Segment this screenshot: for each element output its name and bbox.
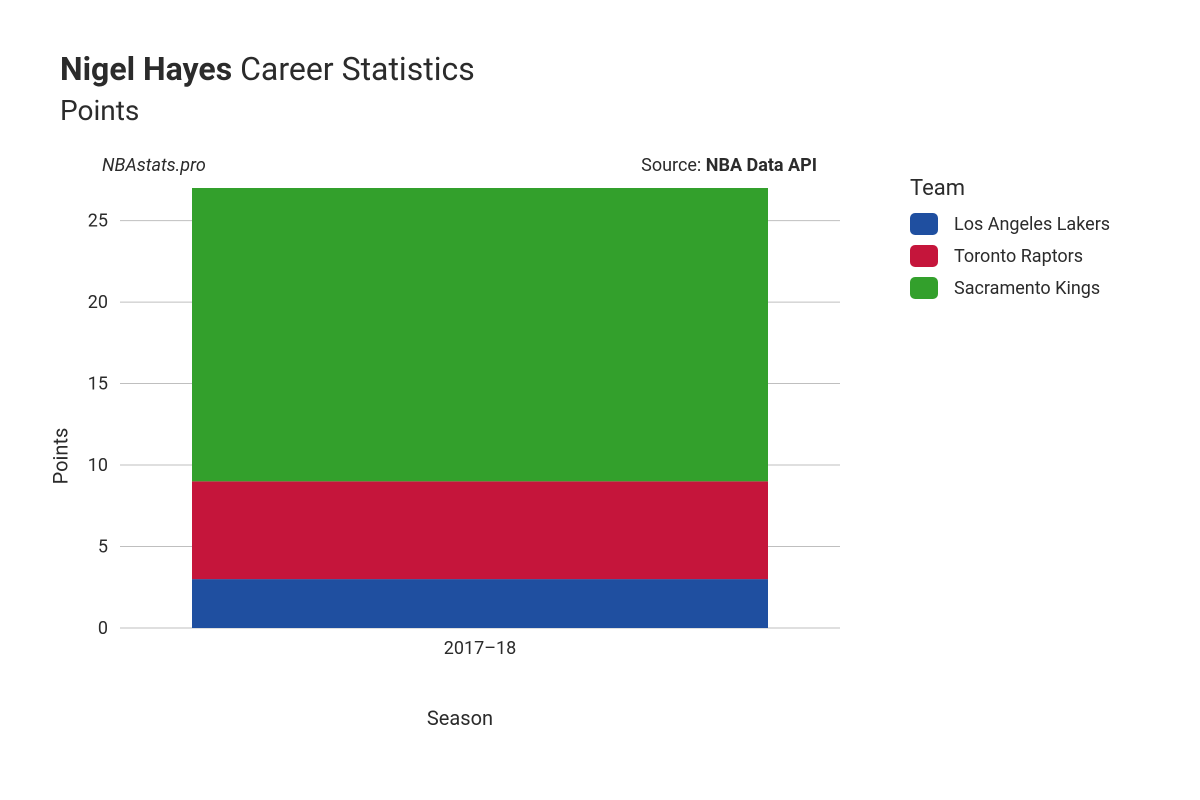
y-tick-label: 10 <box>88 455 108 476</box>
y-tick-label: 15 <box>88 374 108 395</box>
title-player-name: Nigel Hayes <box>60 50 232 88</box>
legend-title: Team <box>910 176 1110 201</box>
y-tick-label: 25 <box>88 211 108 232</box>
bar-segment <box>192 481 768 579</box>
data-source: Source: NBA Data API <box>641 155 817 176</box>
chart-subtitle: Points <box>60 94 1160 127</box>
legend-label: Toronto Raptors <box>954 246 1083 267</box>
y-axis-label: Points <box>48 428 72 485</box>
legend: Team Los Angeles Lakers Toronto Raptors Sa… <box>910 176 1110 730</box>
legend-swatch <box>910 213 938 235</box>
legend-label: Sacramento Kings <box>954 278 1100 299</box>
x-axis-label: Season <box>60 706 860 730</box>
stacked-bar-chart: 0 5 10 15 20 25 2017–18 <box>60 182 860 662</box>
y-tick-label: 0 <box>98 618 108 639</box>
x-tick-label: 2017–18 <box>444 638 517 659</box>
y-tick-label: 20 <box>88 292 108 313</box>
legend-swatch <box>910 245 938 267</box>
attribution-row: NBAstats.pro Source: NBA Data API <box>102 155 817 176</box>
source-prefix: Source: <box>641 155 706 176</box>
site-name: NBAstats.pro <box>102 155 206 176</box>
title-suffix: Career Statistics <box>240 50 475 88</box>
legend-item: Sacramento Kings <box>910 277 1110 299</box>
source-name: NBA Data API <box>706 155 817 176</box>
chart-title: Nigel Hayes Career Statistics <box>60 50 1160 88</box>
y-tick-label: 5 <box>98 537 108 558</box>
legend-label: Los Angeles Lakers <box>954 214 1110 235</box>
legend-item: Los Angeles Lakers <box>910 213 1110 235</box>
legend-item: Toronto Raptors <box>910 245 1110 267</box>
bar-segment <box>192 188 768 481</box>
legend-swatch <box>910 277 938 299</box>
bar-segment <box>192 579 768 628</box>
